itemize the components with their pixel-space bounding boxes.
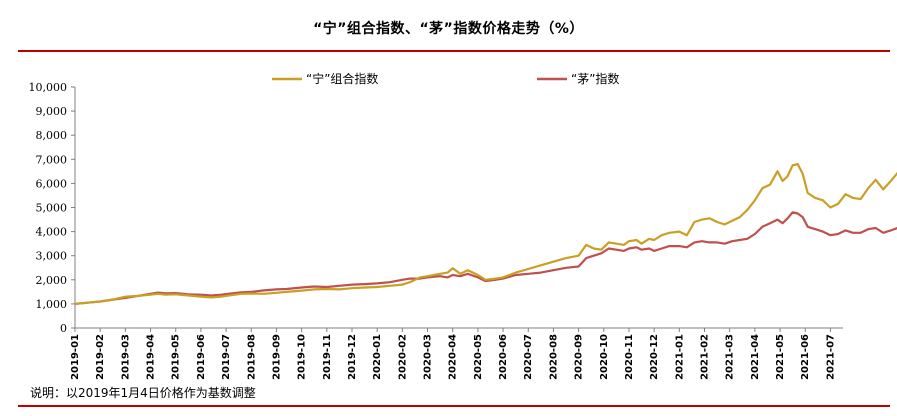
x-tick-label: 2019-01	[70, 334, 81, 380]
x-tick-label: 2021-03	[725, 334, 736, 380]
x-tick-label: 2019-04	[146, 334, 157, 380]
x-tick-label: 2020-04	[448, 334, 459, 380]
plot-lines	[74, 163, 897, 305]
chart-note: 说明：以2019年1月4日价格作为基数调整	[30, 386, 256, 400]
y-tick-label: 6,000	[36, 177, 68, 190]
y-tick-label: 0	[60, 322, 67, 335]
y-tick-label: 2,000	[36, 274, 68, 287]
x-tick-label: 2020-08	[548, 334, 559, 380]
x-tick-label: 2019-09	[271, 334, 282, 380]
series-line-ning	[74, 163, 897, 305]
x-tick-label: 2019-05	[171, 334, 182, 380]
y-tick-label: 10,000	[29, 81, 68, 94]
y-tick-label: 5,000	[36, 202, 68, 215]
y-tick-label: 1,000	[36, 298, 68, 311]
y-tick-label: 4,000	[36, 226, 68, 239]
x-tick-label: 2020-05	[473, 334, 484, 380]
x-tick-label: 2021-01	[674, 334, 685, 380]
x-tick-label: 2020-07	[523, 334, 534, 380]
y-axis-ticks: 0 1,000 2,000 3,000 4,000 5,000 6,000 7,000 8,00…	[29, 81, 75, 335]
axes	[74, 87, 843, 329]
x-tick-label: 2020-10	[599, 334, 610, 380]
bottom-divider	[18, 405, 890, 407]
x-axis-ticks: 2019-01 2019-02 2019-03 2019-04 2019-05 2019-…	[70, 328, 836, 380]
y-tick-label: 7,000	[36, 153, 68, 166]
x-tick-label: 2019-08	[246, 334, 257, 380]
y-tick-label: 3,000	[36, 250, 68, 263]
x-tick-label: 2021-05	[775, 334, 786, 380]
x-tick-label: 2019-11	[322, 334, 333, 380]
x-tick-label: 2020-11	[624, 334, 635, 380]
x-tick-label: 2021-04	[750, 334, 761, 380]
x-tick-label: 2019-06	[196, 334, 207, 380]
x-tick-label: 2019-10	[297, 334, 308, 380]
y-tick-label: 8,000	[36, 129, 68, 142]
x-tick-label: 2020-03	[423, 334, 434, 380]
series-line-mao	[74, 211, 897, 305]
x-tick-label: 2021-02	[700, 334, 711, 380]
x-tick-label: 2020-01	[372, 334, 383, 380]
x-tick-label: 2019-02	[95, 334, 106, 380]
x-tick-label: 2020-02	[397, 334, 408, 380]
top-divider	[18, 50, 890, 52]
x-tick-label: 2021-06	[800, 334, 811, 380]
legend-label-ning: “宁”组合指数	[306, 71, 378, 86]
legend-label-mao: “茅”指数	[571, 71, 619, 86]
x-tick-label: 2020-06	[498, 334, 509, 380]
x-tick-label: 2020-09	[574, 334, 585, 380]
x-tick-label: 2019-12	[347, 334, 358, 380]
y-tick-label: 9,000	[36, 105, 68, 118]
chart-title: “宁”组合指数、“茅”指数价格走势（%）	[313, 21, 584, 37]
legend: “宁”组合指数 “茅”指数	[272, 71, 619, 86]
x-tick-label: 2019-07	[221, 334, 232, 380]
x-tick-label: 2020-12	[649, 334, 660, 380]
x-tick-label: 2021-07	[825, 334, 836, 380]
x-tick-label: 2019-03	[120, 334, 131, 380]
